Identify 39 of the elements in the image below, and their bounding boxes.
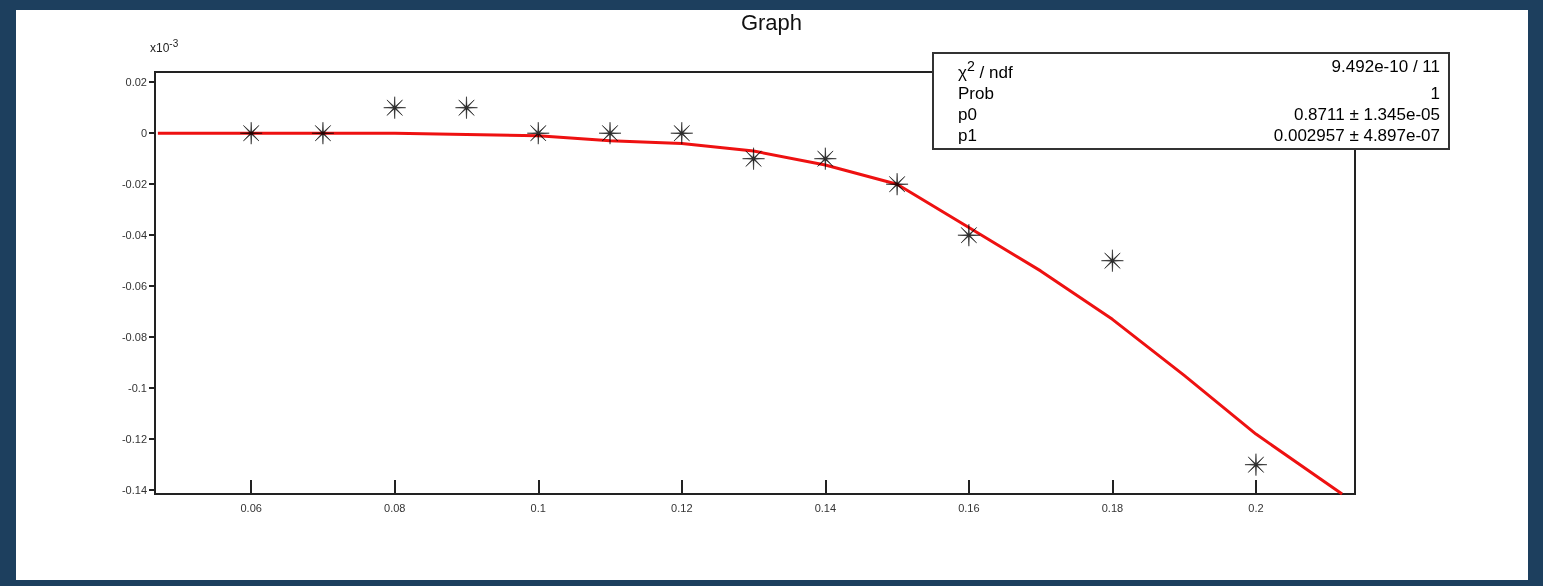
point xyxy=(455,96,478,119)
y-tick-label: 0 xyxy=(140,127,147,140)
point xyxy=(814,147,837,170)
y-tick-label: -0.02 xyxy=(121,178,147,191)
annotation: Prob xyxy=(958,82,994,104)
x-tick-label: 0.1 xyxy=(530,501,546,514)
chart-title: Graph xyxy=(740,9,803,35)
x-tick-label: 0.08 xyxy=(384,501,406,514)
x-tick-label: 0.12 xyxy=(671,501,693,514)
x-tick-label: 0.2 xyxy=(1248,501,1264,514)
point xyxy=(526,121,550,145)
point xyxy=(383,96,407,119)
annotation: 9.492e-10 / 11 xyxy=(1331,56,1440,78)
annotation: 0.002957 ± 4.897e-07 xyxy=(1273,124,1440,146)
point xyxy=(239,121,263,145)
y-tick-label: -0.08 xyxy=(121,331,147,344)
point xyxy=(1244,453,1268,476)
annotation: χ$^{2}$ / ndf xyxy=(958,57,1013,83)
point xyxy=(742,147,765,170)
x-tick-label: 0.06 xyxy=(240,501,262,514)
y-tick-label: -0.06 xyxy=(121,280,147,293)
annotation: 0.8711 ± 1.345e-05 xyxy=(1293,103,1440,125)
point xyxy=(598,121,622,145)
y-tick-label: 0.02 xyxy=(125,76,147,89)
point xyxy=(885,172,909,196)
point xyxy=(1101,249,1124,272)
x-tick-label: 0.16 xyxy=(958,501,980,514)
y-tick-label: -0.1 xyxy=(128,382,147,395)
text: 1 xyxy=(1430,82,1440,104)
annotation: p0 xyxy=(958,103,977,125)
y-tick-label: -0.04 xyxy=(121,229,147,242)
point xyxy=(670,121,694,145)
x-tick-label: 0.14 xyxy=(814,501,837,514)
annotation: p1 xyxy=(958,124,977,146)
y-tick-label: -0.12 xyxy=(121,433,147,446)
x-tick-label: 0.18 xyxy=(1101,501,1124,514)
point xyxy=(957,223,981,247)
point xyxy=(311,121,335,145)
y-tick-label: -0.14 xyxy=(121,484,147,497)
